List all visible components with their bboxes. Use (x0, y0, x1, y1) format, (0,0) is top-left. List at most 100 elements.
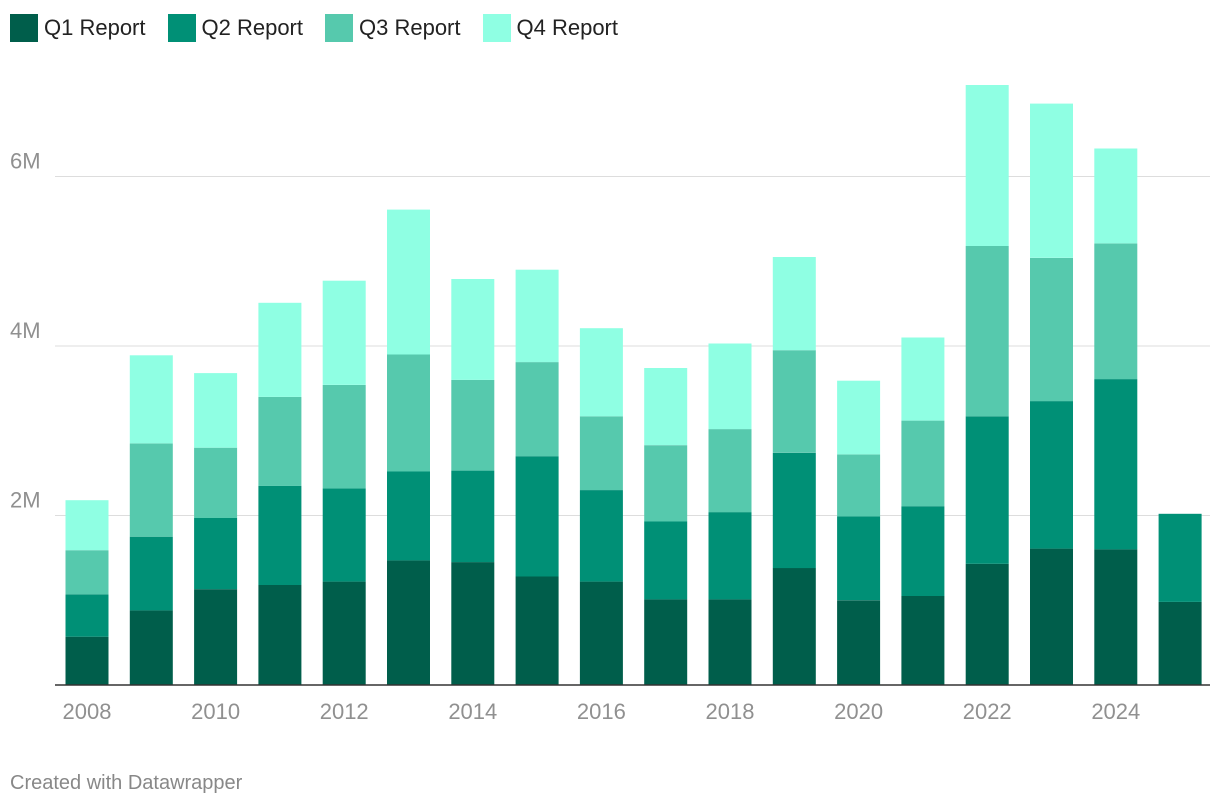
bar-segment-2025-q1 (1158, 601, 1202, 685)
bar-segment-2023-q4 (1030, 103, 1073, 258)
datawrapper-credit: Created with Datawrapper (10, 772, 243, 794)
x-tick-label: 2022 (963, 699, 1012, 724)
bar-segment-2012-q4 (322, 280, 366, 385)
bars (65, 85, 1202, 686)
x-tick-label: 2012 (320, 699, 369, 724)
bar-segment-2023-q3 (1030, 257, 1073, 402)
y-tick-label: 6M (10, 149, 41, 174)
bar-segment-2012-q3 (322, 385, 366, 489)
bar-segment-2008-q3 (65, 550, 109, 595)
bar-segment-2014-q4 (451, 279, 495, 380)
x-tick-label: 2024 (1091, 699, 1140, 724)
bar-segment-2015-q1 (515, 576, 559, 685)
bar-segment-2009-q4 (129, 355, 173, 444)
bar-segment-2025-q2 (1158, 513, 1202, 602)
bar-segment-2019-q3 (772, 350, 816, 453)
bar-segment-2021-q1 (901, 596, 945, 685)
x-tick-label: 2008 (63, 699, 112, 724)
bar-segment-2010-q4 (194, 373, 238, 448)
bar-segment-2011-q4 (258, 302, 302, 397)
legend-item-q1: Q1 Report (10, 14, 146, 42)
legend-label-q2: Q2 Report (201, 15, 304, 40)
legend-label-q1: Q1 Report (44, 15, 146, 40)
bar-segment-2017-q1 (644, 599, 688, 685)
bar-segment-2009-q1 (129, 610, 173, 685)
bar-segment-2022-q3 (965, 246, 1009, 417)
bar-segment-2024-q1 (1094, 549, 1138, 685)
bar-segment-2014-q3 (451, 379, 495, 471)
bar-segment-2024-q2 (1094, 379, 1138, 550)
bar-segment-2011-q2 (258, 485, 302, 585)
legend-item-q2: Q2 Report (167, 14, 304, 42)
bar-segment-2012-q1 (322, 581, 366, 685)
bar-segment-2022-q4 (965, 85, 1009, 246)
bar-segment-2024-q3 (1094, 243, 1138, 380)
bar-segment-2013-q1 (387, 560, 430, 685)
bar-segment-2008-q4 (65, 500, 109, 551)
bar-segment-2015-q4 (515, 269, 559, 363)
x-tick-label: 2014 (448, 699, 497, 724)
bar-segment-2009-q3 (129, 443, 173, 537)
bar-segment-2024-q4 (1094, 148, 1138, 244)
legend-swatch-q4 (482, 14, 511, 42)
legend-label-q3: Q3 Report (359, 15, 461, 40)
legend-swatch-q3 (325, 14, 353, 42)
bar-segment-2021-q3 (901, 420, 945, 507)
bar-segment-2019-q4 (772, 257, 816, 351)
stacked-bar-chart: 2M 4M 6M 2008 2010 2012 2014 2016 2018 2020 2022 20… (10, 85, 1210, 724)
x-tick-label: 2018 (706, 699, 755, 724)
legend-swatch-q1 (10, 14, 38, 42)
bar-segment-2023-q2 (1030, 401, 1073, 549)
bar-segment-2017-q3 (644, 445, 688, 522)
bar-segment-2014-q1 (451, 562, 495, 685)
bar-segment-2020-q2 (837, 516, 881, 601)
bar-segment-2011-q1 (258, 585, 302, 685)
legend-label-q4: Q4 Report (516, 15, 619, 40)
bar-segment-2015-q2 (515, 456, 559, 577)
x-tick-label: 2010 (191, 699, 240, 724)
bar-segment-2022-q1 (965, 563, 1009, 685)
bar-segment-2020-q1 (837, 600, 881, 686)
bar-segment-2020-q4 (837, 380, 881, 455)
bar-segment-2017-q4 (644, 368, 688, 446)
bar-segment-2016-q4 (579, 328, 623, 417)
bar-segment-2012-q2 (322, 488, 366, 582)
bar-segment-2018-q2 (708, 512, 752, 600)
legend-swatch-q2 (167, 14, 196, 42)
bar-segment-2013-q3 (387, 354, 430, 472)
bar-segment-2010-q3 (194, 447, 238, 518)
bar-segment-2008-q1 (65, 636, 109, 685)
bar-segment-2018-q4 (708, 343, 752, 430)
y-tick-label: 2M (10, 488, 41, 513)
bar-segment-2018-q1 (708, 599, 752, 685)
bar-segment-2014-q2 (451, 470, 495, 563)
bar-segment-2021-q4 (901, 337, 945, 421)
bar-segment-2019-q2 (772, 452, 816, 569)
x-tick-label: 2016 (577, 699, 626, 724)
bar-segment-2017-q2 (644, 521, 688, 600)
bar-segment-2016-q3 (579, 416, 623, 490)
bar-segment-2010-q2 (194, 518, 238, 590)
bar-segment-2020-q3 (837, 454, 881, 517)
bar-segment-2009-q2 (129, 536, 173, 611)
bar-segment-2008-q2 (65, 594, 109, 637)
y-tick-label: 4M (10, 318, 41, 343)
gridlines (55, 176, 1210, 516)
bar-segment-2023-q1 (1030, 548, 1073, 685)
bar-segment-2015-q3 (515, 362, 559, 457)
chart-legend: Q1 Report Q2 Report Q3 Report Q4 Report (10, 12, 640, 44)
bar-segment-2013-q4 (387, 209, 430, 355)
bar-segment-2021-q2 (901, 506, 945, 596)
x-tick-label: 2020 (834, 699, 883, 724)
bar-segment-2010-q1 (194, 589, 238, 685)
bar-segment-2011-q3 (258, 396, 302, 486)
legend-item-q4: Q4 Report (482, 14, 619, 42)
bar-segment-2016-q1 (579, 581, 623, 685)
bar-segment-2016-q2 (579, 490, 623, 582)
legend-item-q3: Q3 Report (325, 14, 461, 42)
bar-segment-2019-q1 (772, 568, 816, 685)
bar-segment-2018-q3 (708, 429, 752, 513)
axes: 2M 4M 6M 2008 2010 2012 2014 2016 2018 2020 2022 20… (10, 149, 1210, 724)
bar-segment-2022-q2 (965, 416, 1009, 564)
bar-segment-2013-q2 (387, 471, 430, 561)
